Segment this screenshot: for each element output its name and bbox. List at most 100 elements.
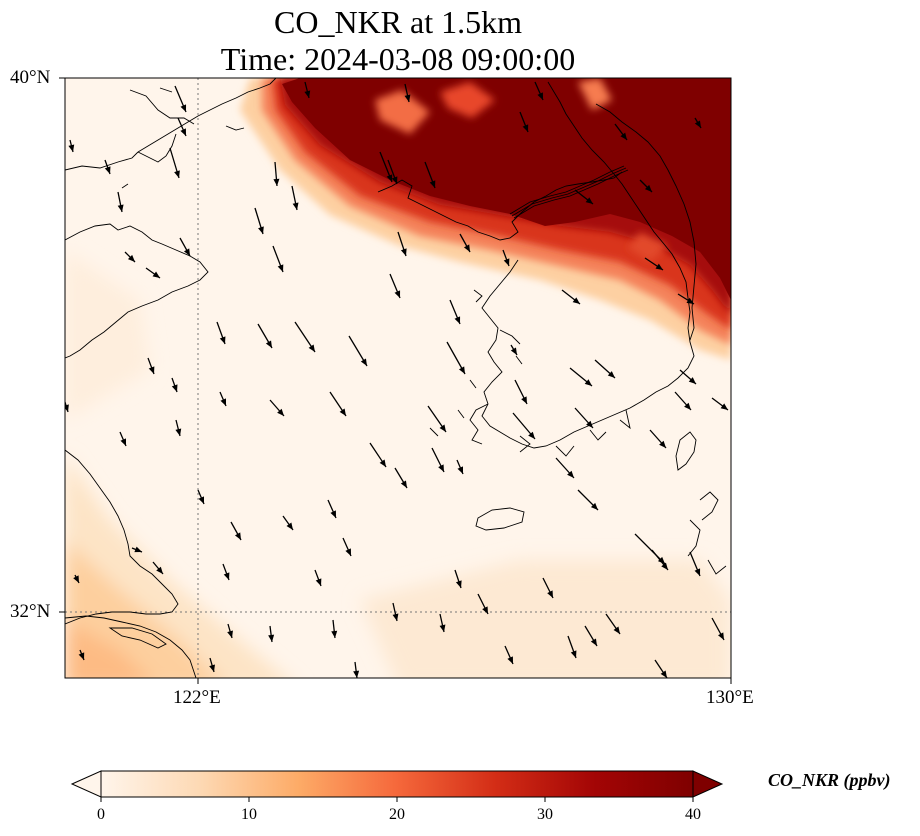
colorbar-extend-min (70, 770, 102, 798)
liaodong-coast (137, 78, 277, 153)
wind-arrow-head (330, 510, 336, 518)
wind-arrow-head (391, 176, 398, 184)
wind-arrow-head (547, 590, 553, 598)
wind-arrow-head (438, 464, 444, 472)
wind-arrow-head (620, 132, 627, 140)
lat-label-32: 32°N (10, 601, 51, 622)
wind-arrow-head (503, 258, 510, 266)
wind-arrow-head (521, 396, 527, 404)
colorbar (70, 770, 724, 802)
wind-arrow-head (567, 470, 574, 478)
korea-west-islands (429, 289, 523, 437)
wind-arrow-head (688, 377, 696, 384)
wind-arrow-head (613, 626, 620, 634)
border-lines (509, 165, 629, 219)
wind-arrow-head (660, 670, 667, 678)
china-coast-south (65, 449, 179, 625)
wind-arrow-head (572, 297, 580, 304)
wind-arrow-head (339, 408, 346, 416)
wind-arrow-head (510, 347, 517, 355)
wind-arrow-head (684, 402, 691, 410)
wind-arrow-head (308, 344, 315, 352)
wind-arrow-head (718, 632, 724, 640)
korea-peninsula (481, 81, 695, 449)
wind-arrow-head (180, 128, 186, 136)
wind-arrow-head (720, 403, 728, 410)
wind-arrow-head (73, 575, 79, 583)
wind-arrow-head (590, 502, 598, 510)
bohai-coast-north (129, 89, 195, 125)
wind-arrow-head (528, 431, 535, 439)
wind-arrow-head (454, 316, 461, 324)
east-coast-north (595, 103, 697, 341)
lon-label-122: 122°E (173, 687, 221, 708)
wind-arrow-head (156, 566, 163, 574)
china-coast-north (65, 223, 209, 359)
wind-arrow-head (78, 652, 85, 660)
wind-arrow-head (657, 556, 665, 564)
wind-arrow-head (148, 366, 155, 374)
lat-label-40: 40°N (10, 67, 51, 88)
wind-arrow-head (694, 568, 701, 576)
wind-arrow-head (68, 144, 75, 152)
colorbar-tick-0: 0 (97, 806, 105, 823)
wind-arrow-head (439, 624, 446, 632)
wind-arrow-head (482, 606, 488, 614)
wind-arrow-head (379, 459, 386, 467)
wind-arrow-head (585, 197, 593, 204)
wind-arrow-head (304, 90, 311, 98)
jeju-island (475, 507, 525, 531)
colorbar-tick-20: 20 (389, 806, 405, 823)
wind-arrow-head (258, 226, 264, 234)
wind-arrow-head (570, 650, 577, 658)
coastlines (65, 78, 727, 678)
wind-arrow-head (127, 254, 135, 262)
wind-arrow-head (400, 248, 407, 256)
wind-arrow-head (353, 670, 360, 678)
wind-arrow-head (120, 438, 126, 446)
wind-arrow-head (644, 184, 652, 192)
wind-arrow-head (175, 428, 182, 436)
wind-arrow-head (392, 613, 399, 621)
wind-arrow-head (386, 174, 393, 182)
korea-south-islands (469, 403, 631, 457)
colorbar-tick-30: 30 (537, 806, 553, 823)
wind-arrow-head (209, 664, 215, 672)
wind-arrow-head (292, 202, 299, 210)
wind-arrow-head (404, 94, 411, 102)
wind-arrow-head (345, 548, 351, 556)
wind-arrow-head (607, 371, 615, 378)
wind-arrow-head (439, 424, 446, 432)
lon-label-130: 130°E (706, 687, 754, 708)
wind-arrow-head (273, 178, 280, 186)
wind-arrow-head (331, 630, 338, 638)
wind-arrow-head (590, 638, 597, 646)
wind-arrow-head (463, 244, 470, 252)
wind-arrow-head (655, 263, 663, 270)
korea-west-coast (377, 171, 623, 241)
wind-arrow-head (198, 496, 204, 504)
yangtze-island (108, 627, 167, 649)
wind-arrow-head (429, 180, 436, 188)
wind-arrow-head (457, 466, 463, 474)
map-title-line2: Time: 2024-03-08 09:00:00 (220, 41, 576, 77)
wind-arrow-head (455, 580, 462, 588)
wind-arrow-head (104, 166, 111, 174)
bohai-coast (65, 151, 139, 171)
map-title-line1: CO_NKR at 1.5km (274, 4, 522, 40)
co-field-southwest (65, 250, 731, 678)
wind-arrow-head (315, 578, 322, 586)
wind-arrow-head (277, 408, 284, 416)
wind-arrow-head (522, 124, 529, 132)
liaodong-peninsula (137, 133, 177, 163)
wind-arrow-head (360, 358, 367, 366)
wind-arrow-head (234, 532, 241, 540)
wind-arrow-head (183, 248, 190, 256)
wind-arrow-head (223, 572, 230, 580)
shandong-islands (121, 87, 245, 189)
japan-kyushu (687, 491, 727, 575)
wind-arrow-head (400, 480, 407, 488)
co-field-plume (240, 78, 731, 360)
wind-arrow-head (180, 104, 187, 112)
